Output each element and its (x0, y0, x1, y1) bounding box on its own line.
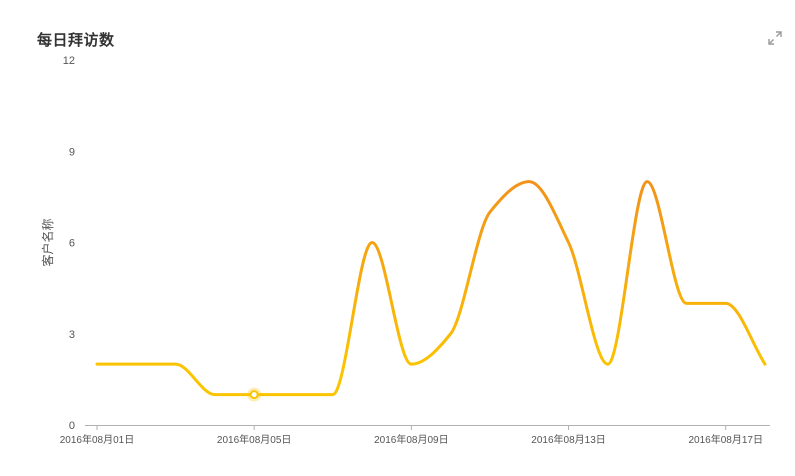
x-tick-label: 2016年08月09日 (374, 433, 449, 446)
y-tick-label: 12 (63, 55, 75, 67)
y-axis-label: 客户名称 (40, 218, 55, 266)
chart-title: 每日拜访数 (37, 32, 115, 49)
data-point[interactable] (249, 390, 259, 400)
expand-icon (768, 31, 782, 45)
series-line[interactable] (95, 180, 767, 397)
points-group (247, 387, 262, 402)
x-tick-label: 2016年08月05日 (217, 433, 292, 446)
x-tick-label: 2016年08月13日 (531, 433, 606, 446)
y-axis: 0 3 6 9 12 (63, 55, 75, 432)
series-group (95, 180, 767, 397)
y-tick-label: 9 (69, 146, 75, 158)
y-tick-label: 0 (69, 420, 75, 432)
x-tick-label: 2016年08月17日 (688, 433, 763, 446)
expand-button[interactable] (767, 30, 783, 46)
x-axis: 2016年08月01日 2016年08月05日 2016年08月09日 2016年08… (60, 425, 770, 446)
y-tick-label: 6 (69, 238, 75, 250)
x-tick-label: 2016年08月01日 (60, 433, 135, 446)
y-tick-label: 3 (69, 329, 75, 341)
